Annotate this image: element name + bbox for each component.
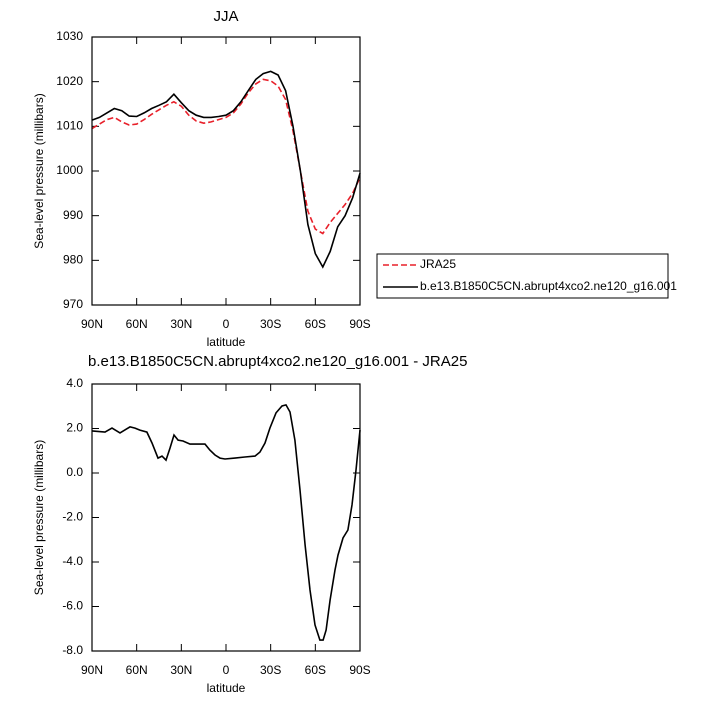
data-line [91,70,361,269]
x-tick-label: 0 [223,663,230,677]
y-tick-label: 2.0 [66,421,83,435]
x-tick-label: 30S [260,317,281,331]
x-tick-label: 30S [260,663,281,677]
y-tick-label: 970 [63,297,83,311]
x-tick-label: 0 [223,317,230,331]
x-axis-label: latitude [207,335,246,349]
y-axis-label: Sea-level pressure (millibars) [32,440,46,595]
y-tick-label: 990 [63,208,83,222]
x-axis-label: latitude [207,681,246,695]
legend-label: b.e13.B1850C5CN.abrupt4xco2.ne120_g16.00… [420,279,677,293]
x-tick-label: 60S [305,663,326,677]
y-tick-label: 1020 [56,74,83,88]
x-tick-label: 90S [349,663,370,677]
chart-title: JJA [213,8,238,25]
plot-frame [91,383,361,652]
x-tick-label: 90N [81,663,103,677]
chart-title: b.e13.B1850C5CN.abrupt4xco2.ne120_g16.00… [88,353,467,370]
data-line [91,403,361,641]
y-tick-label: 1010 [56,119,83,133]
y-tick-label: -4.0 [62,554,83,568]
x-tick-label: 60N [126,663,148,677]
x-tick-label: 60N [126,317,148,331]
legend-box [376,253,669,299]
y-tick-label: -2.0 [62,510,83,524]
x-tick-label: 90N [81,317,103,331]
y-tick-label: 980 [63,253,83,267]
y-tick-label: -8.0 [62,643,83,657]
y-tick-label: 4.0 [66,376,83,390]
y-tick-label: 1000 [56,163,83,177]
y-tick-label: 1030 [56,29,83,43]
x-tick-label: 60S [305,317,326,331]
x-tick-label: 30N [170,663,192,677]
data-line [91,78,361,235]
y-axis-label: Sea-level pressure (millibars) [32,93,46,248]
plot-frame [91,36,361,306]
y-tick-label: -6.0 [62,599,83,613]
x-tick-label: 30N [170,317,192,331]
x-tick-label: 90S [349,317,370,331]
y-tick-label: 0.0 [66,465,83,479]
legend-label: JRA25 [420,257,456,271]
